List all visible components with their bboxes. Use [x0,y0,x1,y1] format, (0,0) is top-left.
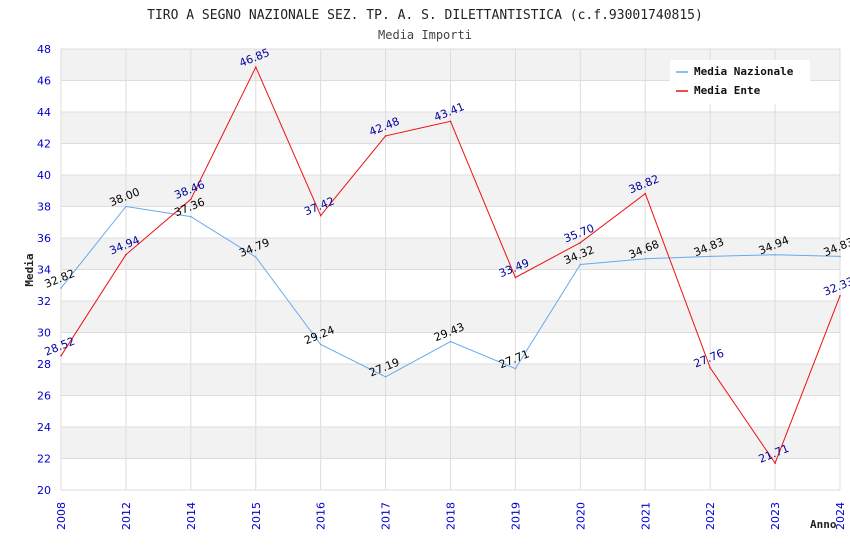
x-tick-label: 2018 [445,502,458,530]
y-tick-label: 22 [37,453,51,466]
data-point [319,214,322,217]
y-tick-label: 28 [37,358,51,371]
data-point [190,215,192,218]
data-point [384,375,387,378]
data-point [644,257,647,260]
chart-subtitle: Media Importi [378,28,472,42]
data-point [774,253,776,256]
chart-title: TIRO A SEGNO NAZIONALE SEZ. TP. A. S. DI… [147,8,703,23]
legend-label-media-nazionale: Media Nazionale [694,65,794,78]
y-tick-label: 40 [37,169,51,182]
series-lines [60,65,841,465]
data-point [254,66,257,68]
y-axis-ticks: 20 22 24 26 28 30 32 34 36 38 40 42 44 46 48 [37,43,51,497]
y-tick-label: 46 [37,75,51,88]
data-point [60,355,62,357]
data-point [254,256,257,258]
data-point [514,276,517,279]
y-tick-label: 38 [37,201,51,214]
x-tick-label: 2023 [769,502,782,530]
x-axis-title: Anno [810,518,837,531]
y-tick-label: 30 [37,327,51,340]
data-label: 32.33 [822,275,850,299]
x-tick-label: 2008 [55,502,68,530]
x-tick-label: 2024 [834,502,847,530]
y-tick-label: 44 [37,106,51,119]
data-point [384,135,387,137]
data-point [579,241,582,244]
y-axis-title: Media [23,253,36,286]
data-point [579,263,582,266]
data-point [319,343,322,346]
x-tick-label: 2022 [704,502,717,530]
data-point [839,255,841,258]
grid-lines [60,48,841,491]
x-tick-label: 2012 [120,502,133,530]
y-tick-label: 20 [37,484,51,497]
data-point [709,255,711,258]
y-tick-label: 34 [37,264,51,277]
data-point [190,198,192,201]
data-point [644,192,647,195]
x-tick-label: 2019 [509,502,522,530]
legend: Media Nazionale Media Ente [670,60,810,104]
x-tick-label: 2015 [250,502,263,530]
data-point [774,462,776,464]
data-point [514,367,517,370]
data-point [125,205,127,208]
x-tick-label: 2021 [639,502,652,530]
data-point [709,366,711,369]
x-tick-label: 2020 [574,502,587,530]
legend-label-media-ente: Media Ente [694,84,761,97]
data-point [839,295,841,297]
data-point [125,253,127,256]
data-point [449,120,452,123]
data-point [449,340,452,343]
y-tick-label: 48 [37,43,51,56]
y-tick-label: 32 [37,295,51,308]
x-axis-ticks: 2008 2012 2014 2015 2016 2017 2018 2019 2020 2021… [55,502,847,530]
x-tick-label: 2017 [380,502,393,530]
x-tick-label: 2014 [185,502,198,530]
y-tick-label: 24 [37,421,51,434]
y-tick-label: 36 [37,232,51,245]
data-point [60,287,62,289]
y-tick-label: 42 [37,138,51,151]
x-tick-label: 2016 [315,502,328,530]
y-tick-label: 26 [37,390,51,403]
legend-box [670,60,810,104]
